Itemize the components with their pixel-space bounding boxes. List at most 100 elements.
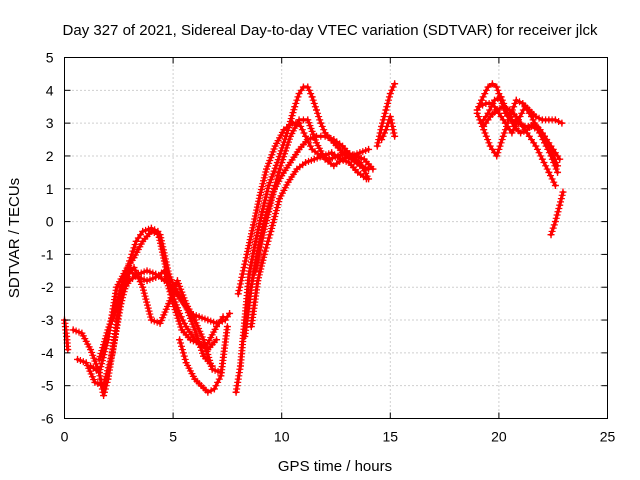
data-marker	[496, 142, 504, 150]
data-marker	[298, 126, 306, 134]
data-marker	[235, 287, 243, 295]
data-point	[373, 142, 381, 150]
data-marker	[177, 342, 185, 350]
data-marker	[139, 286, 147, 294]
data-marker	[498, 96, 506, 104]
data-marker	[251, 215, 259, 223]
data-point	[100, 382, 108, 390]
data-point	[234, 290, 242, 298]
data-marker	[104, 364, 112, 372]
data-point	[260, 250, 268, 258]
data-marker	[274, 172, 282, 180]
data-marker	[256, 220, 264, 228]
data-marker	[484, 136, 492, 144]
data-point	[386, 113, 394, 121]
data-marker	[181, 319, 189, 327]
data-point	[362, 175, 370, 183]
data-marker	[177, 339, 185, 347]
data-marker	[548, 175, 556, 183]
data-marker	[244, 245, 252, 253]
data-marker	[479, 93, 487, 101]
data-marker	[388, 86, 396, 94]
data-marker	[248, 230, 256, 238]
data-series	[478, 93, 564, 163]
data-marker	[159, 243, 167, 251]
data-marker	[306, 142, 314, 150]
data-point	[243, 250, 251, 258]
data-marker	[255, 197, 263, 205]
data-marker	[237, 277, 245, 285]
x-tick-label: 5	[169, 429, 177, 445]
data-marker	[240, 264, 248, 272]
data-marker	[318, 122, 326, 130]
data-series	[61, 316, 72, 354]
data-marker	[145, 307, 153, 315]
data-series	[87, 227, 216, 377]
data-point	[200, 336, 208, 344]
data-marker	[256, 217, 264, 225]
y-tick-label: 5	[46, 50, 54, 66]
y-tick-label: -2	[41, 279, 54, 295]
data-marker	[161, 255, 169, 263]
x-tick-label: 10	[274, 429, 290, 445]
x-tick-label: 0	[61, 429, 69, 445]
data-marker	[162, 258, 170, 266]
data-marker	[254, 200, 262, 208]
data-point	[488, 80, 496, 88]
data-marker	[146, 310, 154, 318]
data-marker	[96, 352, 104, 360]
x-tick-label: 20	[491, 429, 507, 445]
data-point	[547, 231, 555, 239]
data-marker	[100, 388, 108, 396]
data-marker	[390, 129, 398, 137]
data-point	[223, 323, 231, 331]
data-point	[551, 218, 559, 226]
data-marker	[507, 116, 515, 124]
data-point	[291, 103, 299, 111]
data-series	[176, 323, 231, 396]
data-point	[139, 283, 147, 291]
data-marker	[272, 178, 280, 186]
data-marker	[268, 221, 276, 229]
data-marker	[389, 126, 397, 134]
data-marker	[489, 99, 497, 107]
data-marker	[320, 126, 328, 134]
data-marker	[543, 165, 551, 173]
data-marker	[498, 136, 506, 144]
data-point	[497, 93, 505, 101]
data-marker	[142, 295, 150, 303]
data-point	[475, 103, 483, 111]
data-point	[95, 369, 103, 377]
data-point	[547, 152, 555, 160]
data-marker	[252, 209, 260, 217]
data-marker	[131, 241, 139, 249]
data-marker	[380, 113, 388, 121]
data-marker	[272, 207, 280, 215]
data-marker	[316, 116, 324, 124]
data-point	[493, 152, 501, 160]
data-marker	[518, 109, 526, 117]
data-marker	[311, 103, 319, 111]
data-point	[176, 336, 184, 344]
data-point	[391, 80, 399, 88]
data-series	[241, 132, 373, 340]
data-marker	[140, 289, 148, 297]
data-marker	[214, 378, 222, 386]
data-marker	[144, 304, 152, 312]
data-marker	[102, 373, 110, 381]
data-marker	[553, 211, 561, 219]
data-marker	[245, 242, 253, 250]
data-marker	[248, 227, 256, 235]
y-tick-label: -4	[41, 345, 54, 361]
data-marker	[215, 375, 223, 383]
data-point	[95, 355, 103, 363]
data-marker	[254, 228, 262, 236]
data-point	[493, 106, 501, 114]
data-marker	[179, 349, 187, 357]
data-marker	[294, 93, 302, 101]
data-marker	[101, 376, 109, 384]
data-point	[304, 83, 312, 91]
axis-ticks: 0 5 10 15 20 25 -6 -5 -4 -3 -2 -1 0 1 2 3 4 5	[41, 50, 615, 445]
data-marker	[542, 162, 550, 170]
data-marker	[535, 149, 543, 157]
